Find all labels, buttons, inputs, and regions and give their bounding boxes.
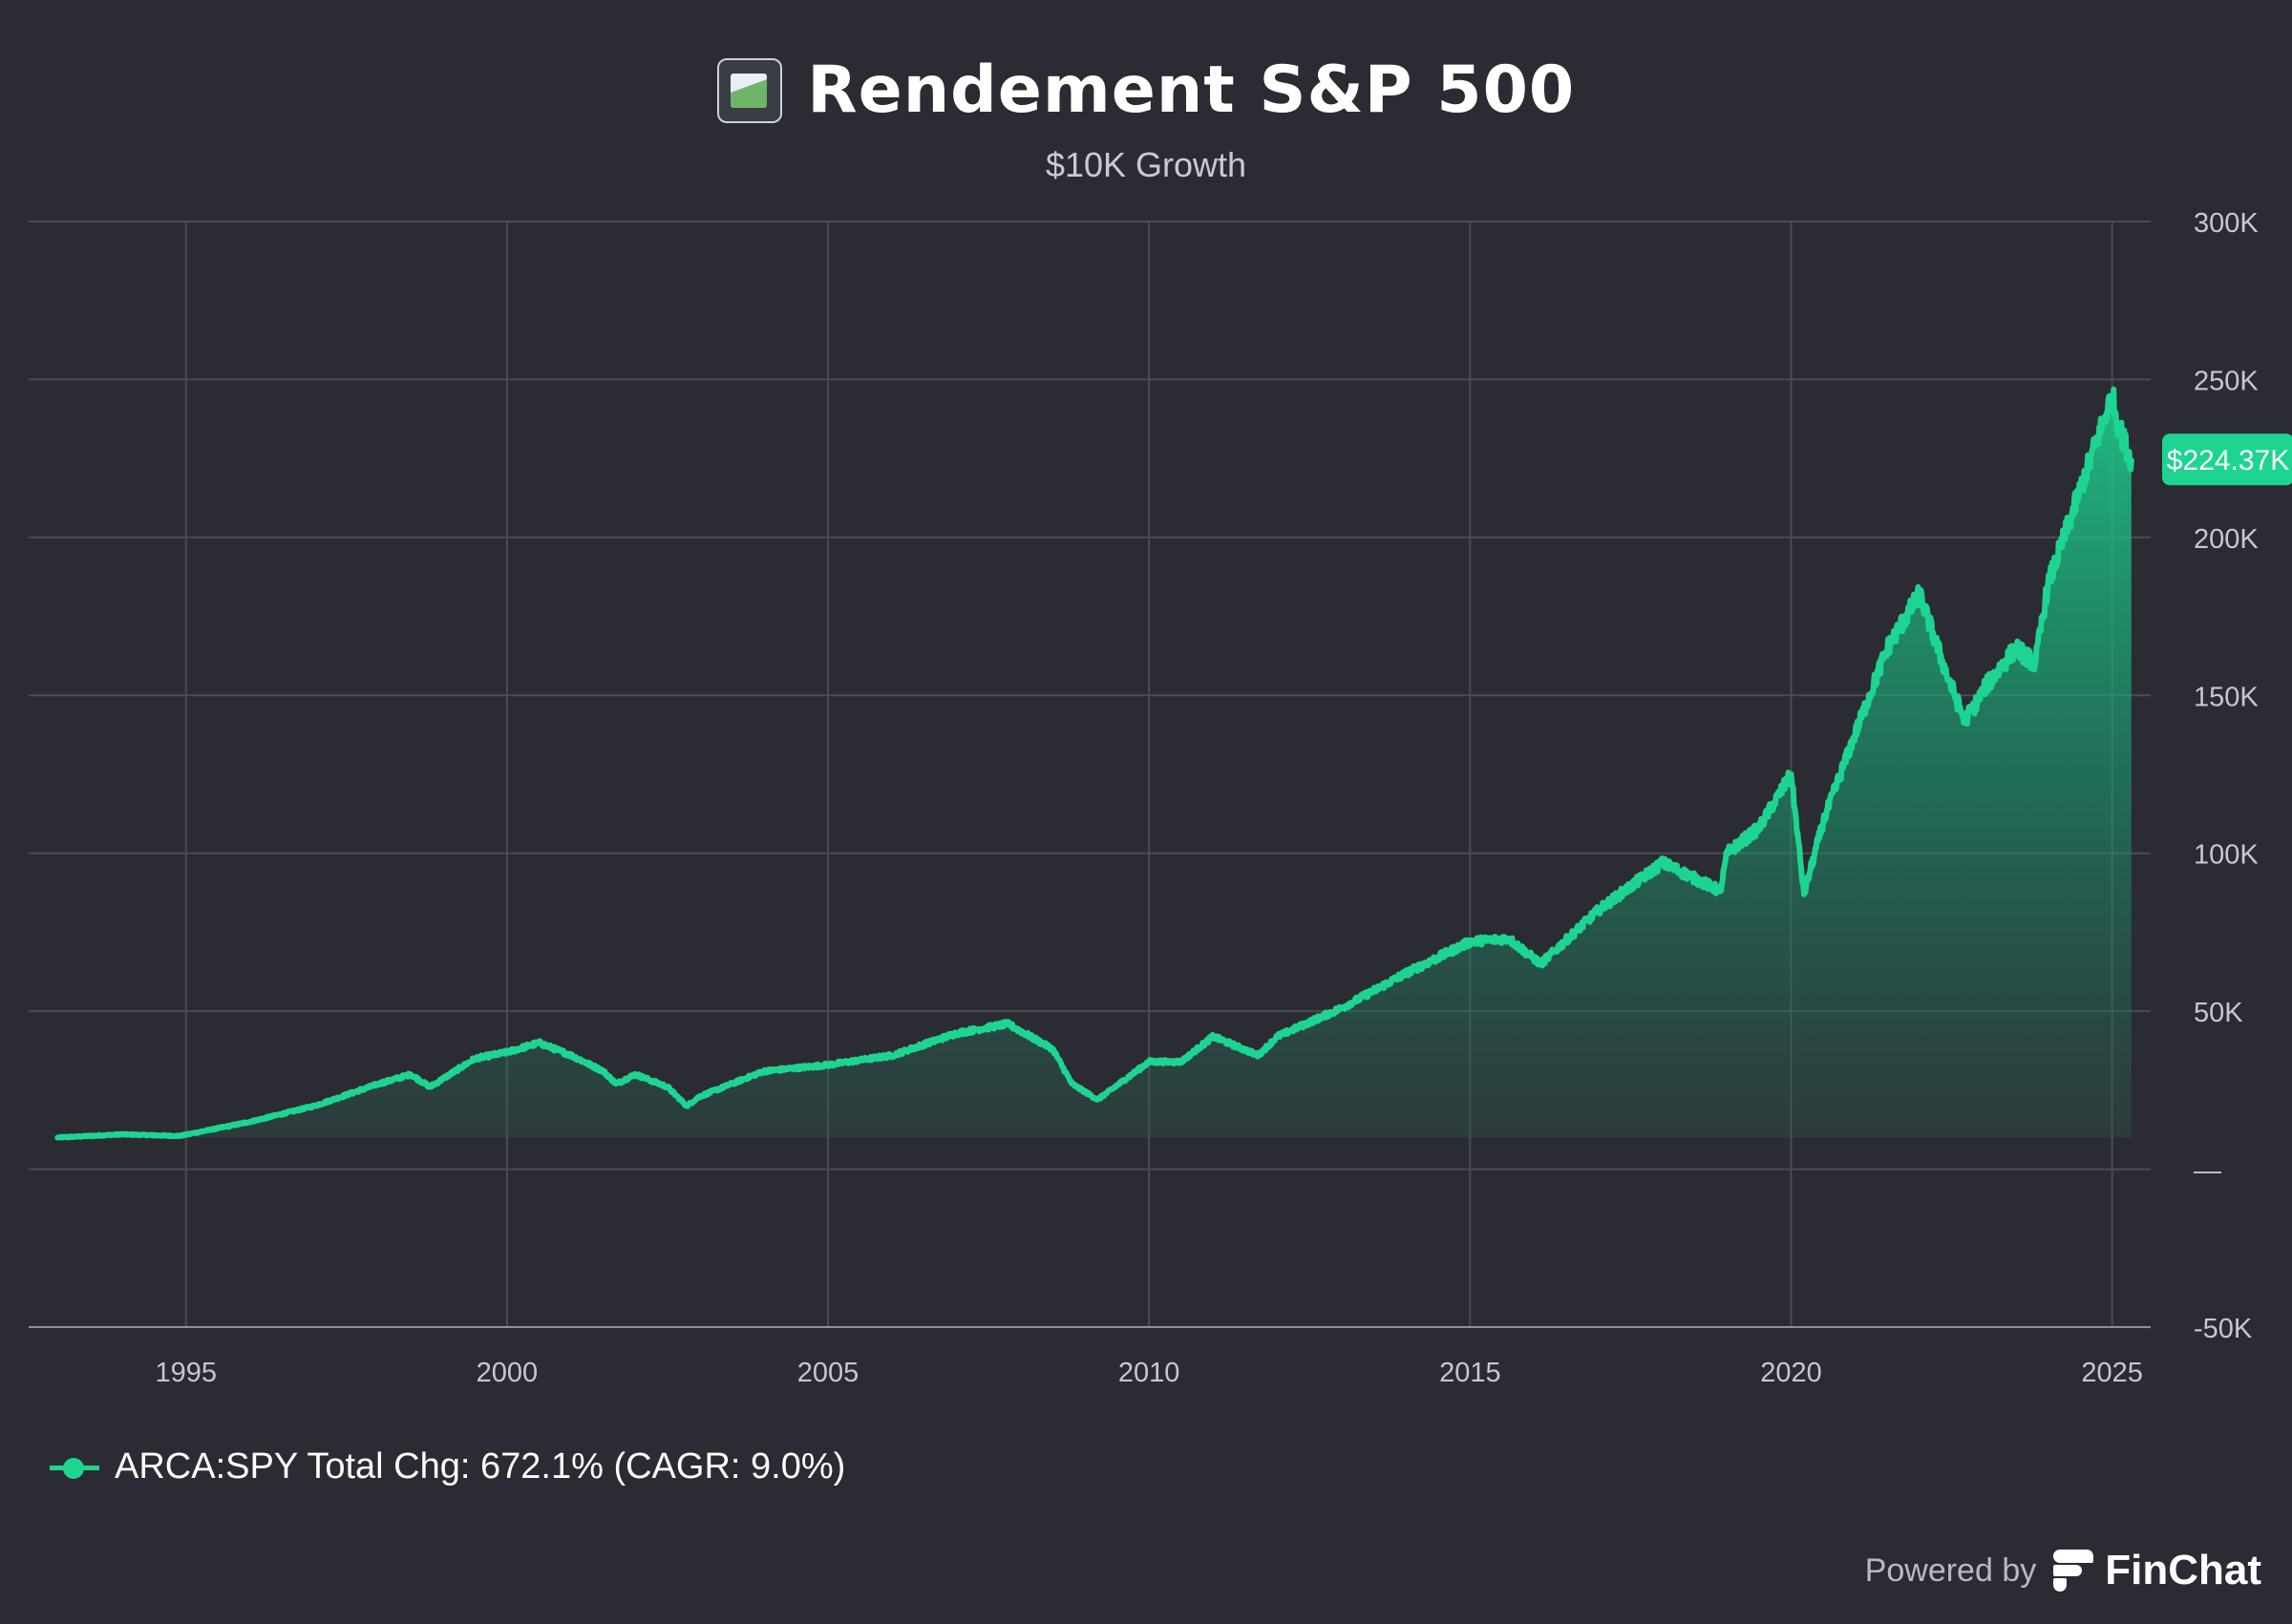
x-tick-label: 2015 — [1439, 1358, 1501, 1388]
y-tick-label: 200K — [2194, 524, 2259, 555]
image-icon — [716, 57, 782, 123]
y-tick-label: 150K — [2194, 682, 2259, 712]
chart-header: Rendement S&P 500 — [0, 53, 2292, 128]
y-axis: -50K — 50K 100K 150K 200K 250K 300K — [2194, 208, 2259, 1344]
last-value-label: $224.37K — [2167, 445, 2289, 476]
y-tick-label: 100K — [2194, 840, 2259, 871]
brand-name: FinChat — [2105, 1547, 2261, 1593]
powered-by-text: Powered by — [1864, 1551, 2037, 1589]
y-tick-label: 300K — [2194, 208, 2259, 239]
x-tick-label: 2020 — [1760, 1358, 1822, 1388]
last-value-badge: $224.37K — [2162, 433, 2292, 486]
y-tick-label: — — [2194, 1156, 2221, 1187]
legend[interactable]: ARCA:SPY Total Chg: 672.1% (CAGR: 9.0%) — [50, 1446, 845, 1487]
x-tick-label: 1995 — [155, 1358, 217, 1388]
series-line — [54, 386, 2134, 1141]
last-value-badge-bg — [2162, 433, 2292, 486]
finchat-logo-icon — [2053, 1550, 2094, 1592]
y-tick-label: 250K — [2194, 366, 2259, 396]
grid — [29, 221, 2151, 1327]
legend-label: ARCA:SPY Total Chg: 672.1% (CAGR: 9.0%) — [115, 1446, 846, 1487]
chart-subtitle: $10K Growth — [1045, 145, 1247, 184]
x-axis: 1995 2000 2005 2010 2015 2020 2025 — [155, 1358, 2142, 1388]
chart-title: Rendement S&P 500 — [807, 53, 1576, 128]
y-tick-label: 50K — [2194, 998, 2243, 1028]
powered-by[interactable]: Powered by FinChat — [1865, 1547, 2261, 1594]
series-area — [57, 389, 2132, 1138]
x-tick-label: 2005 — [797, 1358, 860, 1388]
legend-marker — [50, 1457, 99, 1479]
x-tick-label: 2025 — [2081, 1358, 2143, 1388]
y-tick-label: -50K — [2194, 1314, 2253, 1344]
x-tick-label: 2010 — [1118, 1358, 1180, 1388]
x-tick-label: 2000 — [477, 1358, 539, 1388]
